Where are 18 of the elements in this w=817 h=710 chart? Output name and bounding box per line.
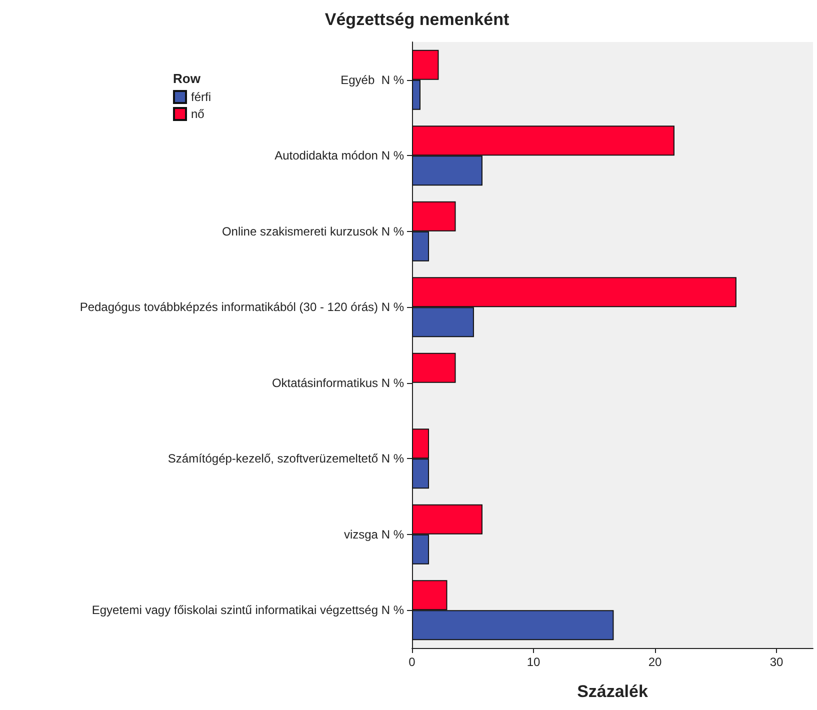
legend-label: férfi	[191, 90, 212, 104]
x-tick-label: 0	[408, 655, 416, 669]
x-tick-label: 20	[648, 655, 662, 669]
chart-title: Végzettség nemenként	[324, 10, 510, 29]
y-tick-label: Autodidakta módon N %	[274, 148, 404, 163]
legend-label: nő	[191, 107, 205, 121]
y-tick-label: Egyetemi vagy főiskolai szintű informatikai végzettség N %	[92, 603, 404, 618]
bar	[412, 352, 456, 383]
y-tick-label: Online szakismereti kurzusok N %	[222, 224, 404, 238]
legend-title: Row	[173, 71, 202, 86]
y-tick-label: Pedagógus továbbképzés informatikából (30 - 120 órás) N %	[80, 300, 404, 314]
y-tick-label: Oktatásinformatikus N %	[272, 376, 404, 390]
y-tick-label: vizsga N %	[344, 527, 404, 542]
x-tick-label: 10	[526, 655, 541, 669]
x-tick-label: 30	[770, 655, 784, 669]
x-axis-title: Százalék	[577, 682, 648, 701]
y-tick-label: Számítógép-kezelő, szoftverüzemeltető N %	[168, 452, 404, 466]
y-tick-label: Egyéb N %	[340, 72, 404, 87]
